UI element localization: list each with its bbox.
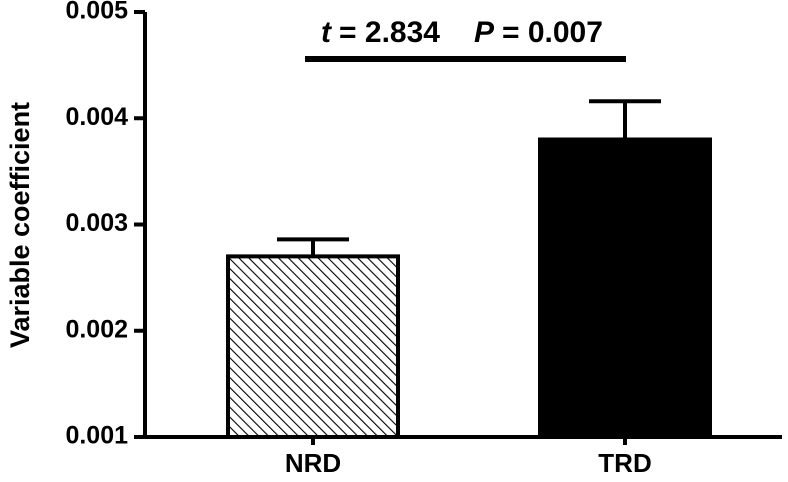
y-tick-label: 0.004: [65, 103, 128, 131]
y-axis-label: Variable coefficient: [5, 102, 35, 348]
bars: [226, 137, 712, 439]
p-value: = 0.007: [502, 16, 603, 49]
y-ticks: 0.001 0.002 0.003 0.004 0.005: [65, 0, 145, 450]
y-tick-label: 0.001: [65, 422, 128, 450]
t-value: = 2.834: [339, 16, 440, 49]
y-tick-label: 0.002: [65, 315, 128, 343]
bar-nrd: [226, 254, 400, 439]
x-tick-label-nrd: NRD: [285, 448, 341, 478]
y-tick-label: 0.005: [65, 0, 128, 25]
t-symbol: t: [321, 16, 333, 49]
x-tick-labels: NRD TRD: [285, 437, 652, 478]
significance-annotation: t = 2.834 P = 0.007: [321, 16, 603, 49]
bar-trd: [538, 137, 712, 439]
x-tick-label-trd: TRD: [598, 448, 651, 478]
y-tick-label: 0.003: [65, 209, 128, 237]
error-bars: [277, 99, 661, 257]
p-symbol: P: [474, 16, 495, 49]
